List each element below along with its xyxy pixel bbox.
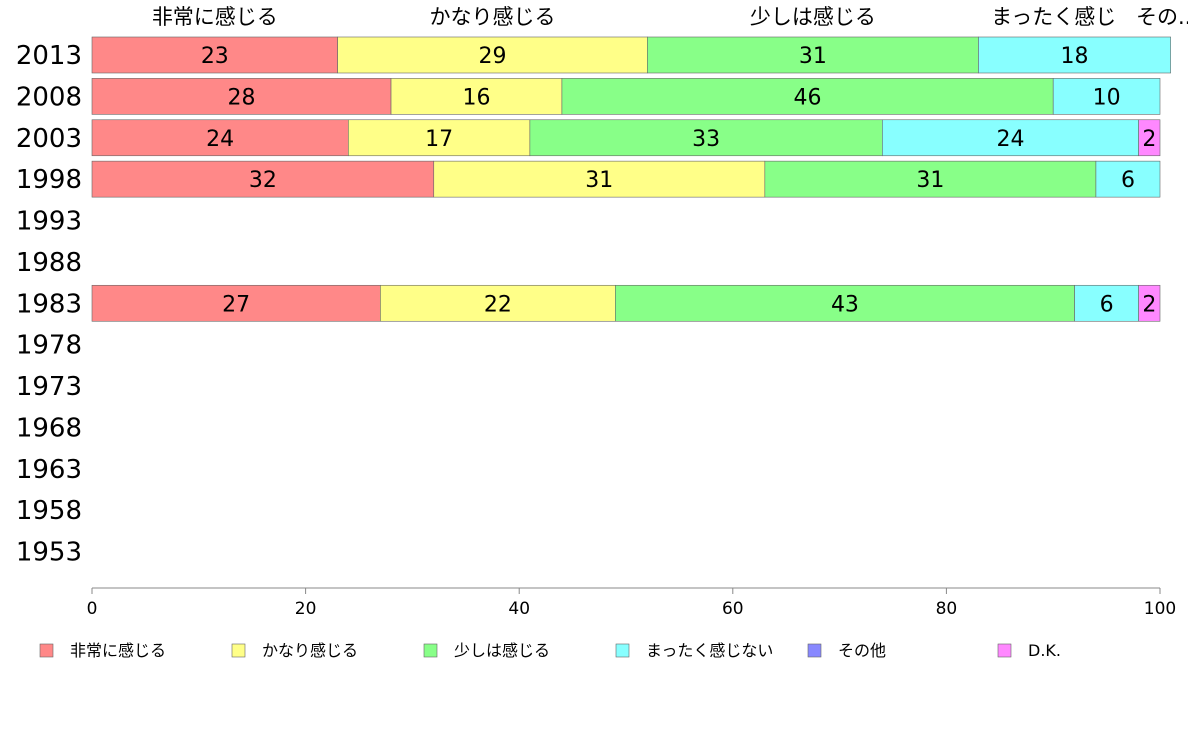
bar-segment xyxy=(91,284,381,322)
bar-segment xyxy=(380,284,616,322)
bar-value-label: 32 xyxy=(249,168,277,193)
y-tick-label: 1968 xyxy=(16,413,82,443)
bar-segment xyxy=(1052,78,1161,115)
bar-value-label: 18 xyxy=(1061,44,1089,69)
y-tick-label: 1993 xyxy=(16,207,82,237)
bar-value-label: 31 xyxy=(799,44,827,69)
y-tick-label: 2008 xyxy=(16,82,82,112)
legend-swatch xyxy=(807,643,822,658)
bar-value-label: 2 xyxy=(1142,127,1156,152)
bar-segment xyxy=(764,160,1097,198)
bar-segment xyxy=(1074,284,1139,322)
bar-segment xyxy=(91,36,338,74)
y-axis-labels: 2013 2008 2003 1998 1993 1988 1983 1978 1973 1968… xyxy=(16,41,82,568)
bar-segment xyxy=(91,160,435,198)
bar-value-label: 6 xyxy=(1121,168,1135,193)
bar-segment xyxy=(882,119,1139,157)
bar-segment xyxy=(1138,119,1161,157)
bar-value-label: 22 xyxy=(484,292,512,317)
legend-label: D.K. xyxy=(1028,641,1061,660)
legend-label: その他 xyxy=(838,641,886,660)
y-tick-label: 1963 xyxy=(16,455,82,485)
legend-label: かなり感じる xyxy=(262,641,358,660)
bar-value-label: 29 xyxy=(479,44,507,69)
x-tick-label: 0 xyxy=(87,599,98,619)
legend-swatch xyxy=(997,643,1012,658)
y-tick-label: 2013 xyxy=(16,41,82,71)
y-tick-label: 1973 xyxy=(16,372,82,402)
bar-segment xyxy=(390,78,563,115)
bar-value-label: 17 xyxy=(425,127,453,152)
bar-value-label: 28 xyxy=(228,85,256,110)
bar-segment xyxy=(348,119,531,157)
legend-swatch xyxy=(615,643,630,658)
y-tick-label: 1983 xyxy=(16,289,82,319)
bar-segment xyxy=(561,78,1054,115)
bar-value-label: 31 xyxy=(585,168,613,193)
bar-value-label: 24 xyxy=(996,127,1024,152)
x-tick-label: 20 xyxy=(295,599,317,619)
bar-value-label: 24 xyxy=(206,127,234,152)
bar-segment xyxy=(91,119,349,157)
bar-segment xyxy=(647,36,979,74)
bar-value-label: 27 xyxy=(222,292,250,317)
y-tick-label: 1998 xyxy=(16,165,82,195)
top-label: かなり感じる xyxy=(430,5,556,29)
top-labels: 非常に感じる かなり感じる 少しは感じる まったく感じ その.. xyxy=(152,5,1188,29)
x-tick-label: 60 xyxy=(722,599,744,619)
legend-swatch xyxy=(423,643,438,658)
bar-value-label: 43 xyxy=(831,292,859,317)
y-tick-label: 2003 xyxy=(16,124,82,154)
bar-value-label: 6 xyxy=(1100,292,1114,317)
top-label-overlap: まったく感じ xyxy=(991,5,1116,29)
bar-value-label: 31 xyxy=(916,168,944,193)
legend-label: 少しは感じる xyxy=(454,641,550,660)
y-tick-label: 1988 xyxy=(16,248,82,278)
top-label: 非常に感じる xyxy=(152,5,278,29)
legend-swatch xyxy=(231,643,246,658)
bar-value-label: 2 xyxy=(1142,292,1156,317)
top-label-truncated: その.. xyxy=(1136,5,1188,29)
bar-segment xyxy=(615,284,1075,322)
bar-value-label: 33 xyxy=(692,127,720,152)
bar-value-label: 16 xyxy=(462,85,490,110)
x-tick-label: 40 xyxy=(508,599,530,619)
legend: 非常に感じる かなり感じる 少しは感じる まったく感じない その他 D.K. xyxy=(39,641,1061,660)
legend-label: 非常に感じる xyxy=(70,641,166,660)
bar-segment xyxy=(337,36,648,74)
top-label: 少しは感じる xyxy=(750,5,876,29)
x-tick-label: 80 xyxy=(936,599,958,619)
x-axis: 0 20 40 60 80 100 xyxy=(87,587,1176,619)
bar-value-label: 10 xyxy=(1093,85,1121,110)
y-tick-label: 1978 xyxy=(16,331,82,361)
bar-segment xyxy=(1095,160,1161,198)
x-tick-label: 100 xyxy=(1144,599,1176,619)
bar-segment xyxy=(978,36,1171,74)
bar-value-label: 46 xyxy=(794,85,822,110)
bar-segment xyxy=(433,160,766,198)
y-tick-label: 1953 xyxy=(16,538,82,568)
legend-swatch xyxy=(39,643,54,658)
bar-segment xyxy=(1138,284,1161,322)
bar-segment xyxy=(91,78,392,115)
bar-value-label: 23 xyxy=(201,44,229,69)
y-tick-label: 1958 xyxy=(16,496,82,526)
legend-label: まったく感じない xyxy=(646,641,773,660)
